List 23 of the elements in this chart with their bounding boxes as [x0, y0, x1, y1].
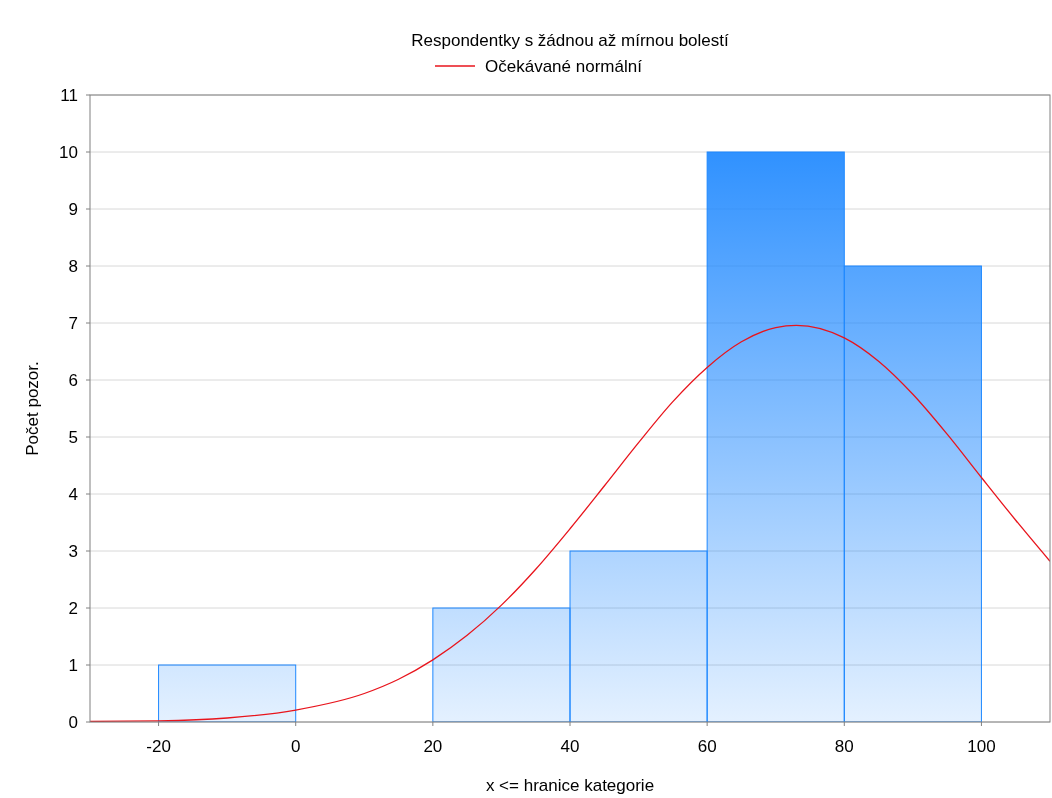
legend-label: Očekávané normální [485, 57, 643, 76]
chart-title: Respondentky s žádnou až mírnou bolestí [411, 31, 730, 50]
y-tick-label: 2 [68, 598, 78, 618]
y-tick-label: 5 [68, 427, 78, 447]
y-tick-label: 7 [68, 313, 78, 333]
y-tick-label: 4 [68, 484, 78, 504]
x-tick-label: 60 [697, 737, 717, 756]
y-tick-label: 8 [68, 256, 78, 276]
x-tick-label: 40 [560, 737, 580, 756]
x-tick-label: 80 [834, 737, 854, 756]
x-tick-label: 100 [967, 737, 996, 756]
x-tick-label: 0 [290, 737, 301, 756]
x-tick-label: 20 [423, 737, 443, 756]
x-axis-title: x <= hranice kategorie [485, 776, 655, 795]
x-tick-label: -20 [146, 737, 171, 756]
y-tick-label: 6 [68, 370, 78, 390]
y-axis-title: Počet pozor. [23, 361, 42, 456]
y-tick-label: 9 [68, 199, 78, 219]
y-tick-label: 0 [68, 712, 78, 732]
y-tick-label: 10 [59, 142, 78, 162]
y-tick-label: 3 [68, 541, 78, 561]
y-tick-label: 11 [60, 85, 78, 105]
y-tick-label: 1 [68, 655, 78, 675]
